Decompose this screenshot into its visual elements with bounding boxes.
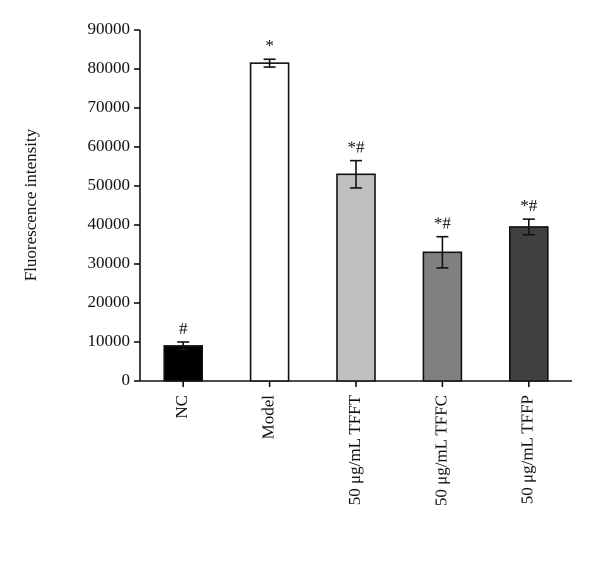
error-bar <box>436 235 449 269</box>
bar <box>336 173 376 382</box>
x-tick-label: NC <box>172 395 191 419</box>
y-tick-label: 20000 <box>88 292 131 311</box>
bar <box>422 251 463 382</box>
error-bar <box>350 159 362 189</box>
y-tick-label: 30000 <box>88 253 131 272</box>
y-tick-label: 90000 <box>88 19 131 38</box>
y-tick-label: 70000 <box>88 97 131 116</box>
bar <box>508 226 549 382</box>
annotation: *# <box>348 138 366 157</box>
annotation: * <box>265 36 274 55</box>
bar <box>163 345 203 382</box>
x-tick-label: 50 μg/mL TFFP <box>518 395 537 504</box>
y-tick-label: 80000 <box>88 58 131 77</box>
annotation: # <box>179 319 188 338</box>
y-tick-label: 50000 <box>88 175 131 194</box>
bar <box>249 62 290 382</box>
error-bar <box>263 58 276 68</box>
x-tick-label: Model <box>259 395 278 440</box>
annotation: *# <box>520 196 538 215</box>
error-bar <box>522 218 535 236</box>
y-axis-title: Fluorescence intensity <box>21 128 40 281</box>
y-tick-label: 10000 <box>88 331 131 350</box>
annotation: *# <box>434 214 452 233</box>
y-tick-label: 60000 <box>88 136 131 155</box>
x-tick-label: 50 μg/mL TFFT <box>345 394 364 505</box>
x-tick-label: 50 μg/mL TFFC <box>431 395 450 506</box>
error-bar <box>177 341 190 351</box>
y-tick-label: 0 <box>122 370 131 389</box>
y-tick-label: 40000 <box>88 214 131 233</box>
